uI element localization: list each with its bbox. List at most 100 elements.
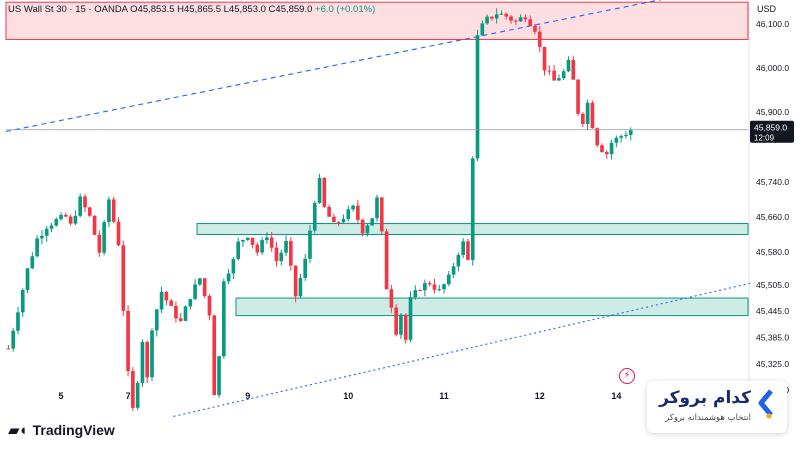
brand-name: TradingView [32, 422, 115, 438]
candle-body [207, 295, 212, 316]
candle-body [403, 314, 408, 340]
candle-body [336, 222, 341, 224]
x-tick-label: 9 [245, 391, 250, 401]
candle-body [399, 314, 403, 335]
candle-body [202, 278, 207, 296]
candle-body [332, 216, 336, 223]
candle-body [518, 17, 523, 22]
currency-label[interactable]: USD [757, 4, 777, 14]
tv-logo-icon: ▰◖ [8, 422, 28, 439]
tradingview-logo[interactable]: ▰◖ TradingView [8, 420, 115, 440]
symbol-name[interactable]: US Wall St 30 · 15 · OANDA [8, 4, 128, 15]
candle-body [341, 219, 346, 223]
y-tick-label: 45,445.0 [756, 306, 789, 316]
candle-body [279, 252, 284, 262]
candle-body [590, 102, 595, 129]
candle-body [542, 46, 547, 71]
broker-subtitle: انتخاب هوشمندانه بروکر [665, 413, 751, 423]
candle-body [466, 241, 470, 260]
candle-body [54, 219, 59, 226]
candle-body [322, 178, 327, 207]
candle-body [346, 209, 351, 220]
candle-body [193, 284, 197, 300]
candle-body [514, 20, 518, 22]
trendline-dotted [173, 282, 753, 417]
candle-body [360, 219, 365, 234]
candle-body [68, 216, 73, 224]
candle-body [576, 79, 580, 114]
candle-body [614, 137, 619, 143]
y-tick-label: 45,740.0 [756, 177, 789, 187]
candle-body [595, 128, 600, 146]
candles-layer [6, 8, 633, 412]
candle-body [44, 228, 49, 236]
candle-body [49, 225, 54, 229]
candle-body [504, 13, 509, 17]
candle-body [169, 300, 173, 306]
candle-body [102, 222, 106, 253]
candle-body [604, 152, 609, 155]
candle-body [317, 178, 322, 203]
candle-body [585, 102, 590, 125]
x-tick-label: 14 [611, 391, 621, 401]
y-tick-label: 45,580.0 [756, 247, 789, 257]
candle-body [523, 17, 528, 20]
candle-body [557, 78, 561, 81]
candle-body [461, 241, 465, 255]
ohlc-low: L45,853.0 [223, 4, 266, 15]
symbol-header[interactable]: US Wall St 30 · 15 · OANDA O45,853.5 H45… [8, 4, 375, 15]
candle-body [231, 258, 236, 274]
candle-body [260, 240, 264, 253]
candle-body [159, 291, 164, 310]
candle-body [64, 214, 68, 217]
x-tick-label: 11 [439, 391, 449, 401]
candle-body [509, 16, 513, 21]
candle-body [16, 312, 20, 331]
candle-body [470, 158, 475, 260]
candle-body [217, 356, 221, 396]
y-tick-label: 45,900.0 [756, 107, 789, 117]
candle-body [432, 284, 437, 290]
candle-body [236, 241, 240, 259]
candle-body [116, 221, 121, 246]
y-tick-label: 46,000.0 [756, 63, 789, 73]
candle-body [198, 278, 202, 285]
candle-body [97, 234, 102, 253]
candle-body [370, 218, 375, 226]
candle-body [437, 289, 442, 291]
x-tick-label: 5 [59, 391, 64, 401]
candle-body [375, 197, 379, 219]
y-axis[interactable]: 46,100.0 46,000.0 45,900.0 45,740.0 45,660.0… [750, 19, 794, 395]
candle-body [226, 273, 231, 282]
x-axis[interactable]: 5 7 9 10 11 12 14 [59, 391, 622, 401]
candle-body [609, 142, 614, 155]
candle-body [303, 258, 308, 278]
candle-body [446, 274, 451, 285]
candle-body [11, 330, 15, 349]
y-tick-label: 46,100.0 [756, 19, 789, 29]
candle-body [174, 305, 178, 319]
candle-body [83, 196, 87, 208]
candle-body [35, 238, 39, 257]
candle-body [327, 206, 331, 217]
candle-body [284, 240, 288, 253]
zones-layer [5, 1, 749, 317]
candle-body [145, 341, 150, 378]
candle-body [413, 290, 418, 298]
candle-body [624, 134, 628, 137]
candle-body [269, 237, 274, 248]
lightning-icon[interactable]: ⚡ [619, 368, 635, 384]
candle-body [111, 199, 116, 222]
candle-body [427, 283, 432, 285]
y-tick-label: 45,505.0 [756, 280, 789, 290]
ohlc-open: O45,853.5 [130, 4, 175, 15]
candle-body [107, 199, 111, 223]
y-tick-label: 45,385.0 [756, 332, 789, 342]
broker-title: کدام بروکر [659, 388, 751, 408]
candle-body [188, 299, 193, 307]
candle-body [87, 207, 92, 216]
candle-body [408, 297, 413, 340]
candle-body [490, 16, 494, 19]
